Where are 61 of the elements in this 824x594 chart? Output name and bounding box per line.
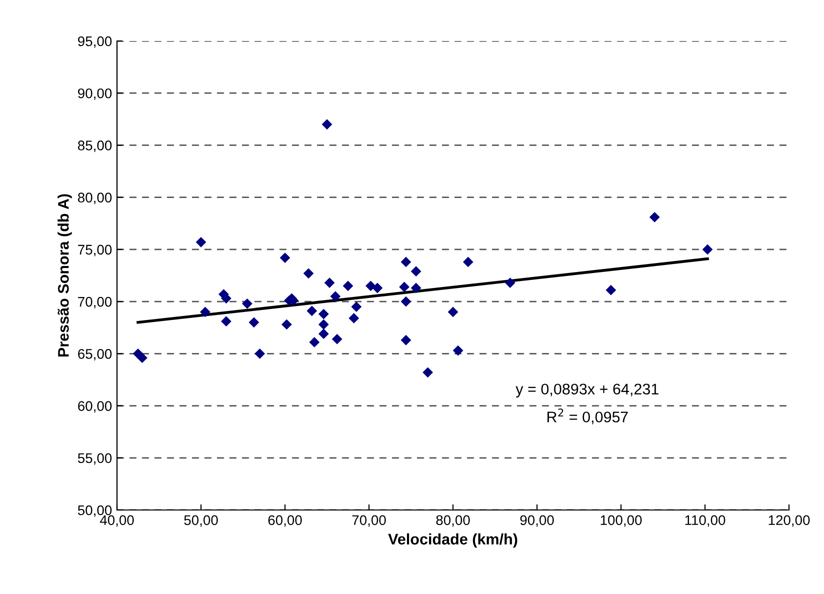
y-tick-label: 75,00 — [78, 244, 112, 256]
annotation: R$^{2}$ = 0,0957 — [547, 408, 628, 424]
point — [606, 284, 616, 296]
x-tick-label: 80,00 — [436, 515, 470, 527]
x-axis-title: Velocidade (km/h) — [388, 533, 518, 548]
point — [351, 302, 362, 312]
y-tick-label: 80,00 — [78, 192, 112, 204]
annotation: y = 0,0893x + 64,231 — [516, 384, 658, 398]
y-tick-label: 90,00 — [78, 88, 112, 100]
point — [342, 280, 354, 292]
point — [242, 298, 252, 309]
point — [196, 236, 206, 248]
point — [400, 334, 412, 346]
x-tick-label: 110,00 — [685, 515, 726, 527]
point — [462, 256, 474, 268]
y-tick-label: 50,00 — [78, 505, 112, 517]
point — [348, 313, 360, 324]
point — [410, 282, 422, 294]
point — [324, 278, 335, 288]
point — [448, 306, 458, 318]
point — [422, 367, 433, 378]
point — [306, 306, 318, 316]
point — [702, 244, 713, 255]
y-tick-label: 85,00 — [78, 140, 112, 152]
x-tick-label: 70,00 — [352, 515, 386, 527]
point — [372, 282, 383, 294]
y-tick-label: 65,00 — [78, 349, 112, 360]
point — [332, 334, 342, 344]
y-tick-label: 70,00 — [78, 296, 112, 308]
x-tick-label: 40,00 — [100, 515, 134, 527]
point — [254, 348, 265, 359]
y-tick-label: 55,00 — [78, 453, 112, 465]
y-tick-label: 60,00 — [78, 401, 112, 413]
x-tick-label: 50,00 — [184, 515, 218, 527]
point — [248, 317, 260, 328]
point — [221, 316, 232, 327]
point — [452, 345, 464, 356]
point — [309, 337, 320, 348]
point — [280, 252, 290, 263]
point — [504, 278, 516, 288]
point — [322, 119, 332, 130]
y-tick-label: 95,00 — [78, 36, 112, 48]
point — [281, 319, 292, 330]
point — [400, 256, 412, 268]
y-axis-title: Pressão Sonora (db A) — [58, 194, 72, 357]
point — [365, 280, 376, 292]
point — [330, 291, 341, 302]
point — [137, 352, 148, 364]
x-tick-label: 100,00 — [600, 515, 642, 527]
point — [318, 328, 329, 340]
point — [410, 266, 422, 277]
point — [318, 319, 329, 330]
point — [649, 212, 660, 222]
point — [400, 296, 412, 307]
x-tick-label: 120,00 — [768, 515, 810, 527]
x-tick-label: 60,00 — [268, 515, 302, 527]
point — [318, 308, 329, 320]
point — [200, 306, 210, 318]
x-tick-label: 90,00 — [520, 515, 554, 527]
point — [303, 268, 314, 279]
point — [399, 282, 410, 292]
